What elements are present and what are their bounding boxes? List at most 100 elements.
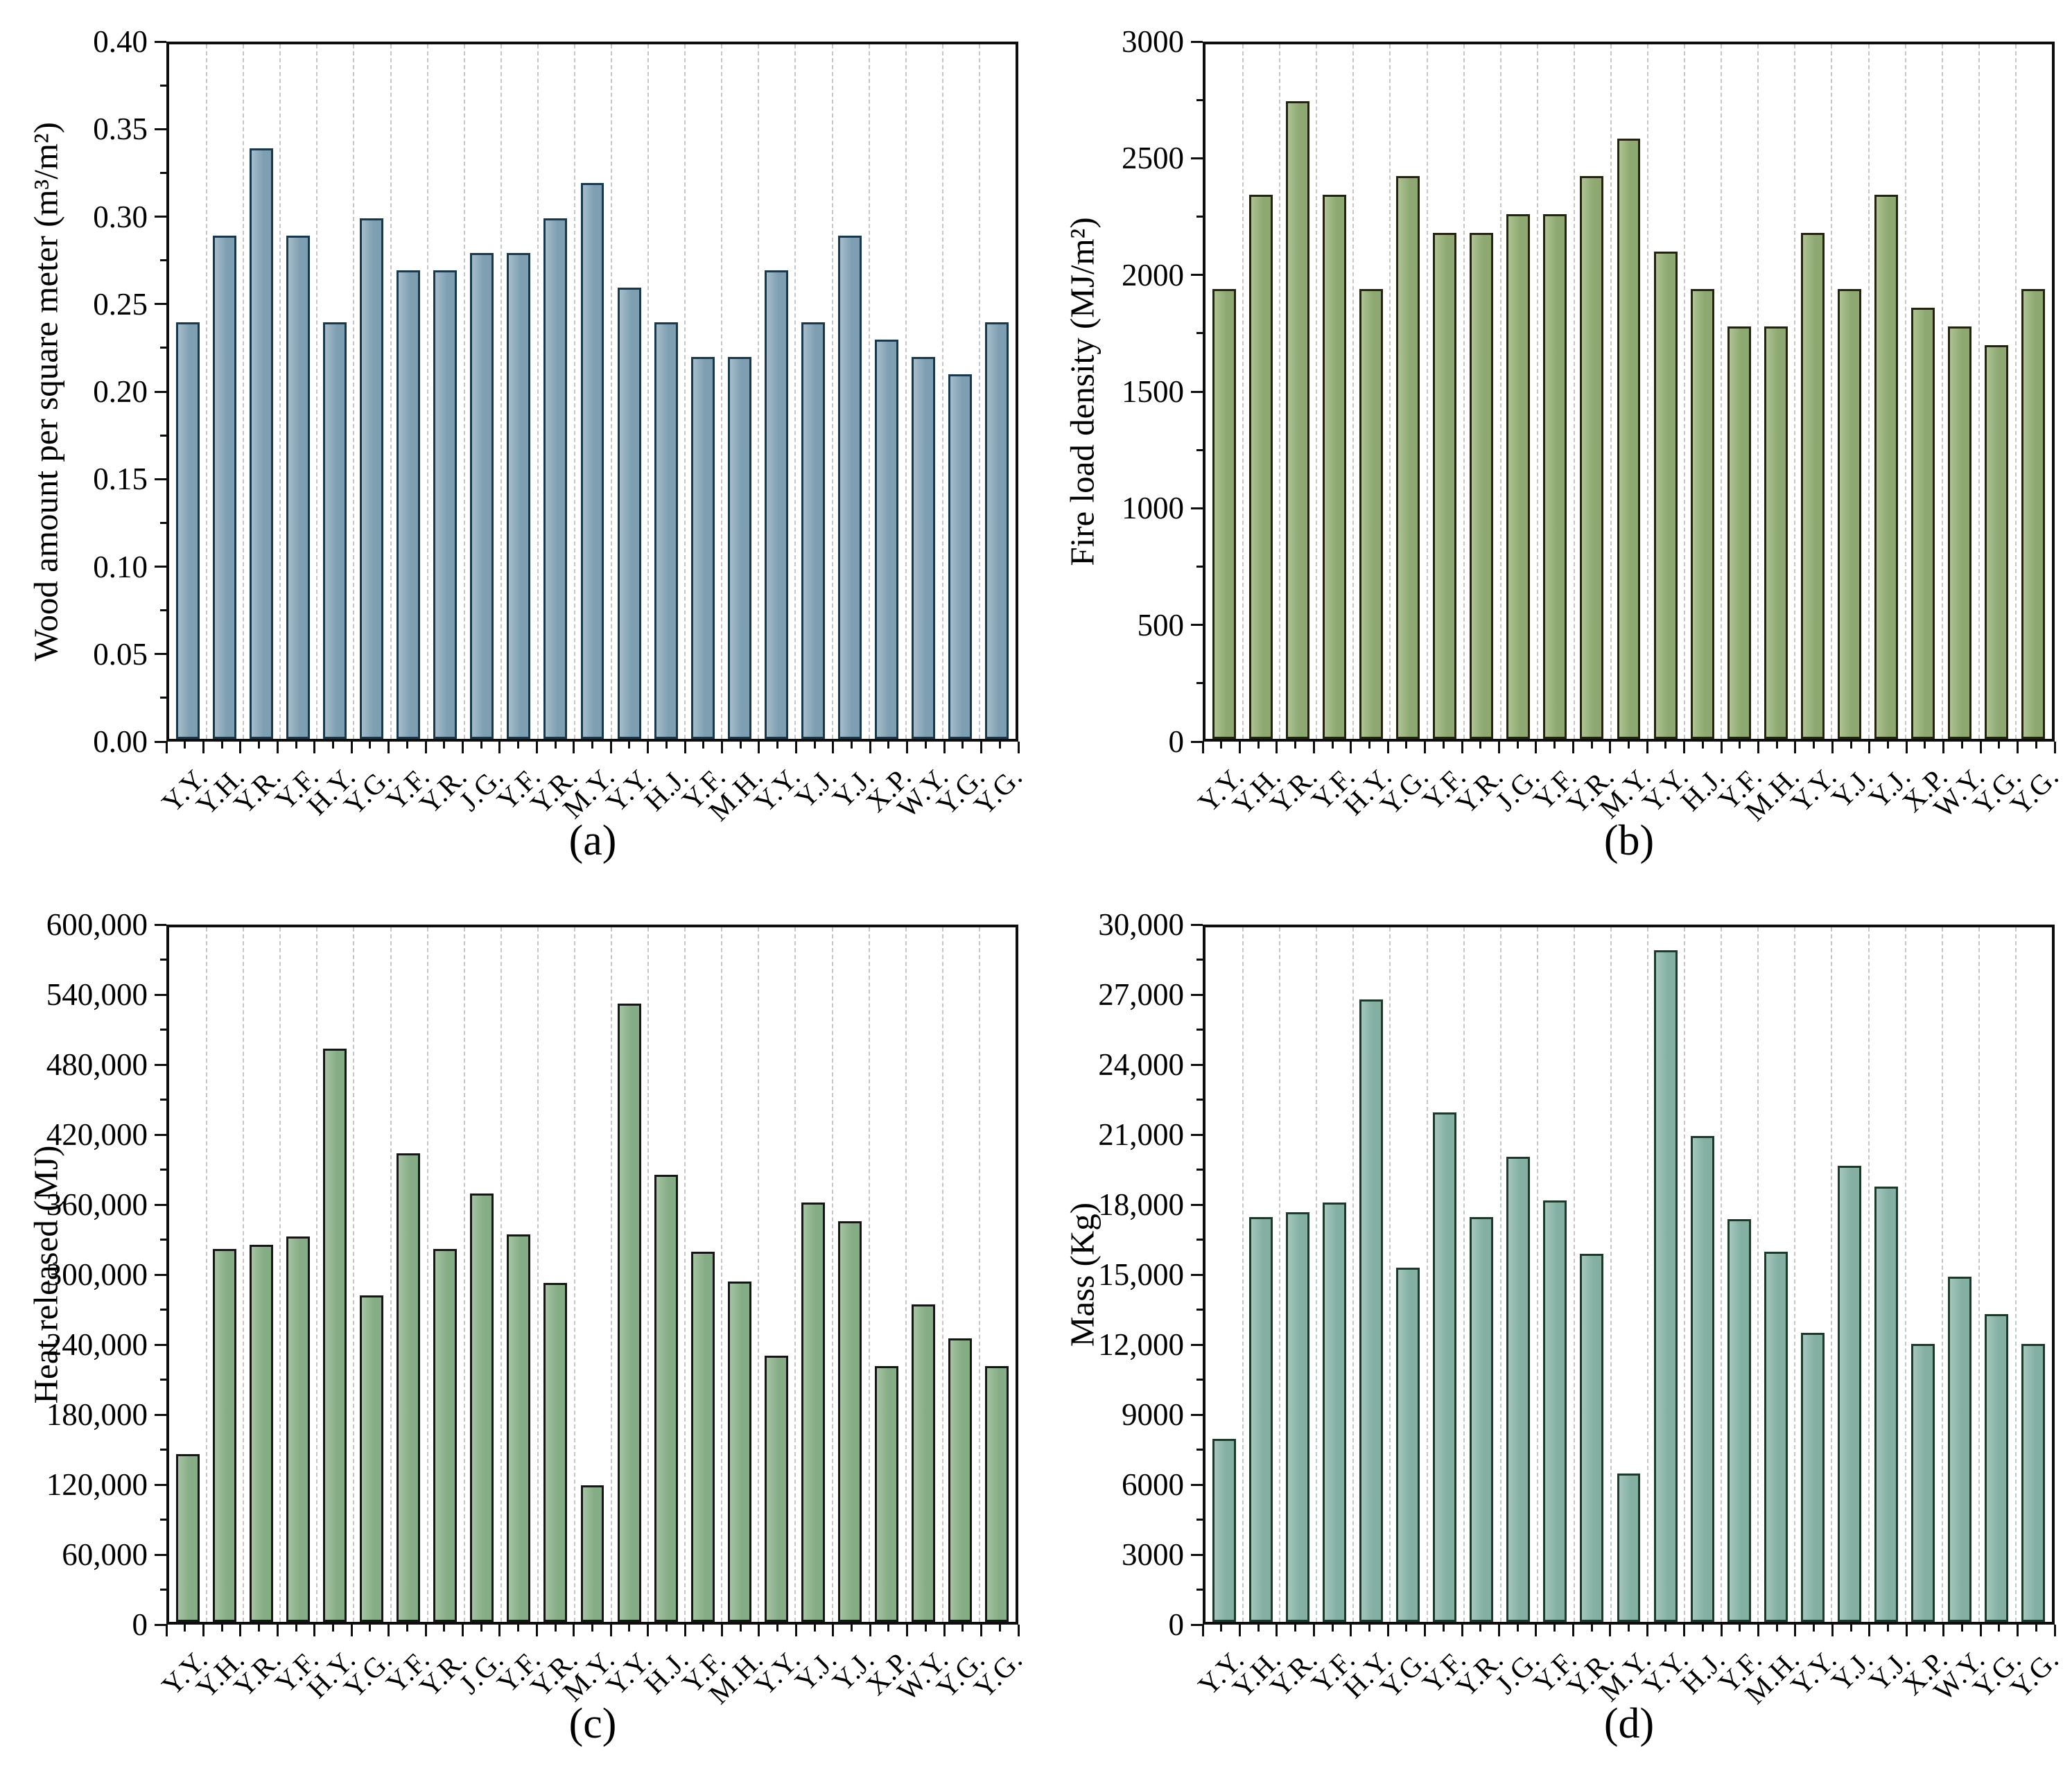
grid-line <box>831 44 833 739</box>
bar <box>838 235 862 739</box>
x-tick-minor <box>331 1625 334 1632</box>
y-tick <box>1191 1553 1203 1556</box>
bar <box>1617 1474 1641 1622</box>
bar <box>1580 1253 1604 1622</box>
y-tick <box>155 923 166 926</box>
x-tick <box>1720 1625 1723 1636</box>
y-tick-minor <box>160 697 166 699</box>
x-tick <box>1201 742 1204 753</box>
bar <box>1800 1332 1825 1622</box>
x-tick-minor <box>998 1625 1001 1632</box>
x-tick <box>573 1625 575 1636</box>
grid-line <box>1242 44 1244 739</box>
y-tick-minor <box>1196 1239 1203 1241</box>
bar <box>654 1175 678 1622</box>
y-tick-label: 12,000 <box>1098 1327 1184 1362</box>
x-tick <box>1942 1625 1945 1636</box>
grid-line <box>279 927 281 1622</box>
x-tick <box>794 742 797 753</box>
y-tick <box>155 566 166 568</box>
bar <box>1359 999 1383 1622</box>
x-tick-minor <box>480 1625 482 1632</box>
x-tick-minor <box>1775 742 1778 749</box>
bar <box>507 252 531 739</box>
bar <box>2021 1344 2046 1622</box>
x-tick <box>609 1625 612 1636</box>
x-tick <box>1350 742 1352 753</box>
x-tick-minor <box>1775 1625 1778 1632</box>
grid-line <box>978 927 980 1622</box>
y-tick-minor <box>1196 682 1203 685</box>
y-tick <box>155 740 166 743</box>
bar <box>727 1282 751 1622</box>
grid-line <box>1463 927 1465 1622</box>
grid-line <box>758 44 760 739</box>
grid-line <box>1647 44 1649 739</box>
bar <box>1653 950 1678 1622</box>
x-tick <box>1683 1625 1686 1636</box>
bar <box>912 1304 936 1622</box>
y-tick-minor <box>1196 1379 1203 1381</box>
y-tick-minor <box>1196 1099 1203 1101</box>
x-tick <box>2053 1625 2056 1636</box>
y-tick <box>155 1273 166 1276</box>
x-tick <box>239 1625 242 1636</box>
y-tick-label: 1000 <box>1122 491 1184 526</box>
bar <box>1911 1344 1935 1622</box>
x-tick <box>388 742 390 753</box>
x-tick-minor <box>1887 1625 1890 1632</box>
bar <box>1506 213 1531 739</box>
grid-line <box>463 44 465 739</box>
bar <box>580 1485 604 1622</box>
x-tick-minor <box>369 742 372 749</box>
grid-line <box>1868 927 1870 1622</box>
bar <box>1800 232 1825 739</box>
x-tick-minor <box>1479 1625 1482 1632</box>
x-tick <box>1201 1625 1204 1636</box>
grid-line <box>316 44 318 739</box>
x-tick <box>350 1625 353 1636</box>
grid-line <box>1610 927 1612 1622</box>
y-tick-minor <box>160 1379 166 1381</box>
y-tick-minor <box>160 1589 166 1591</box>
grid-line <box>1684 927 1686 1622</box>
bar <box>1543 1200 1567 1622</box>
grid-line <box>941 927 943 1622</box>
bar <box>1248 1216 1273 1622</box>
y-tick-minor <box>160 84 166 87</box>
bar <box>249 148 273 739</box>
y-tick-minor <box>160 347 166 349</box>
bar <box>1948 1277 1972 1622</box>
y-tick-minor <box>160 1519 166 1521</box>
grid-line <box>1684 44 1686 739</box>
x-tick-minor <box>998 742 1001 749</box>
x-tick <box>424 742 427 753</box>
x-tick <box>2017 742 2019 753</box>
y-tick-label: 0.15 <box>93 462 148 497</box>
x-tick-minor <box>406 742 408 749</box>
grid-line <box>1721 927 1723 1622</box>
x-tick-minor <box>813 742 816 749</box>
x-tick-minor <box>220 742 223 749</box>
x-tick <box>350 742 353 753</box>
bar <box>470 252 494 739</box>
y-tick-label: 300,000 <box>46 1257 148 1292</box>
grid-line <box>941 44 943 739</box>
x-tick <box>1979 1625 1982 1636</box>
y-tick-label: 0.40 <box>93 24 148 59</box>
bar <box>1690 1135 1714 1622</box>
y-tick-minor <box>160 1169 166 1171</box>
x-tick-minor <box>295 742 297 749</box>
x-tick <box>388 1625 390 1636</box>
bar <box>1433 1112 1457 1622</box>
bar <box>1580 176 1604 739</box>
x-tick-minor <box>2035 1625 2037 1632</box>
x-tick <box>239 742 242 753</box>
y-tick <box>155 478 166 480</box>
x-tick <box>1720 742 1723 753</box>
x-tick <box>1424 742 1427 753</box>
x-tick <box>573 742 575 753</box>
y-tick <box>1191 40 1203 43</box>
bar <box>1212 288 1236 739</box>
y-tick <box>1191 740 1203 743</box>
